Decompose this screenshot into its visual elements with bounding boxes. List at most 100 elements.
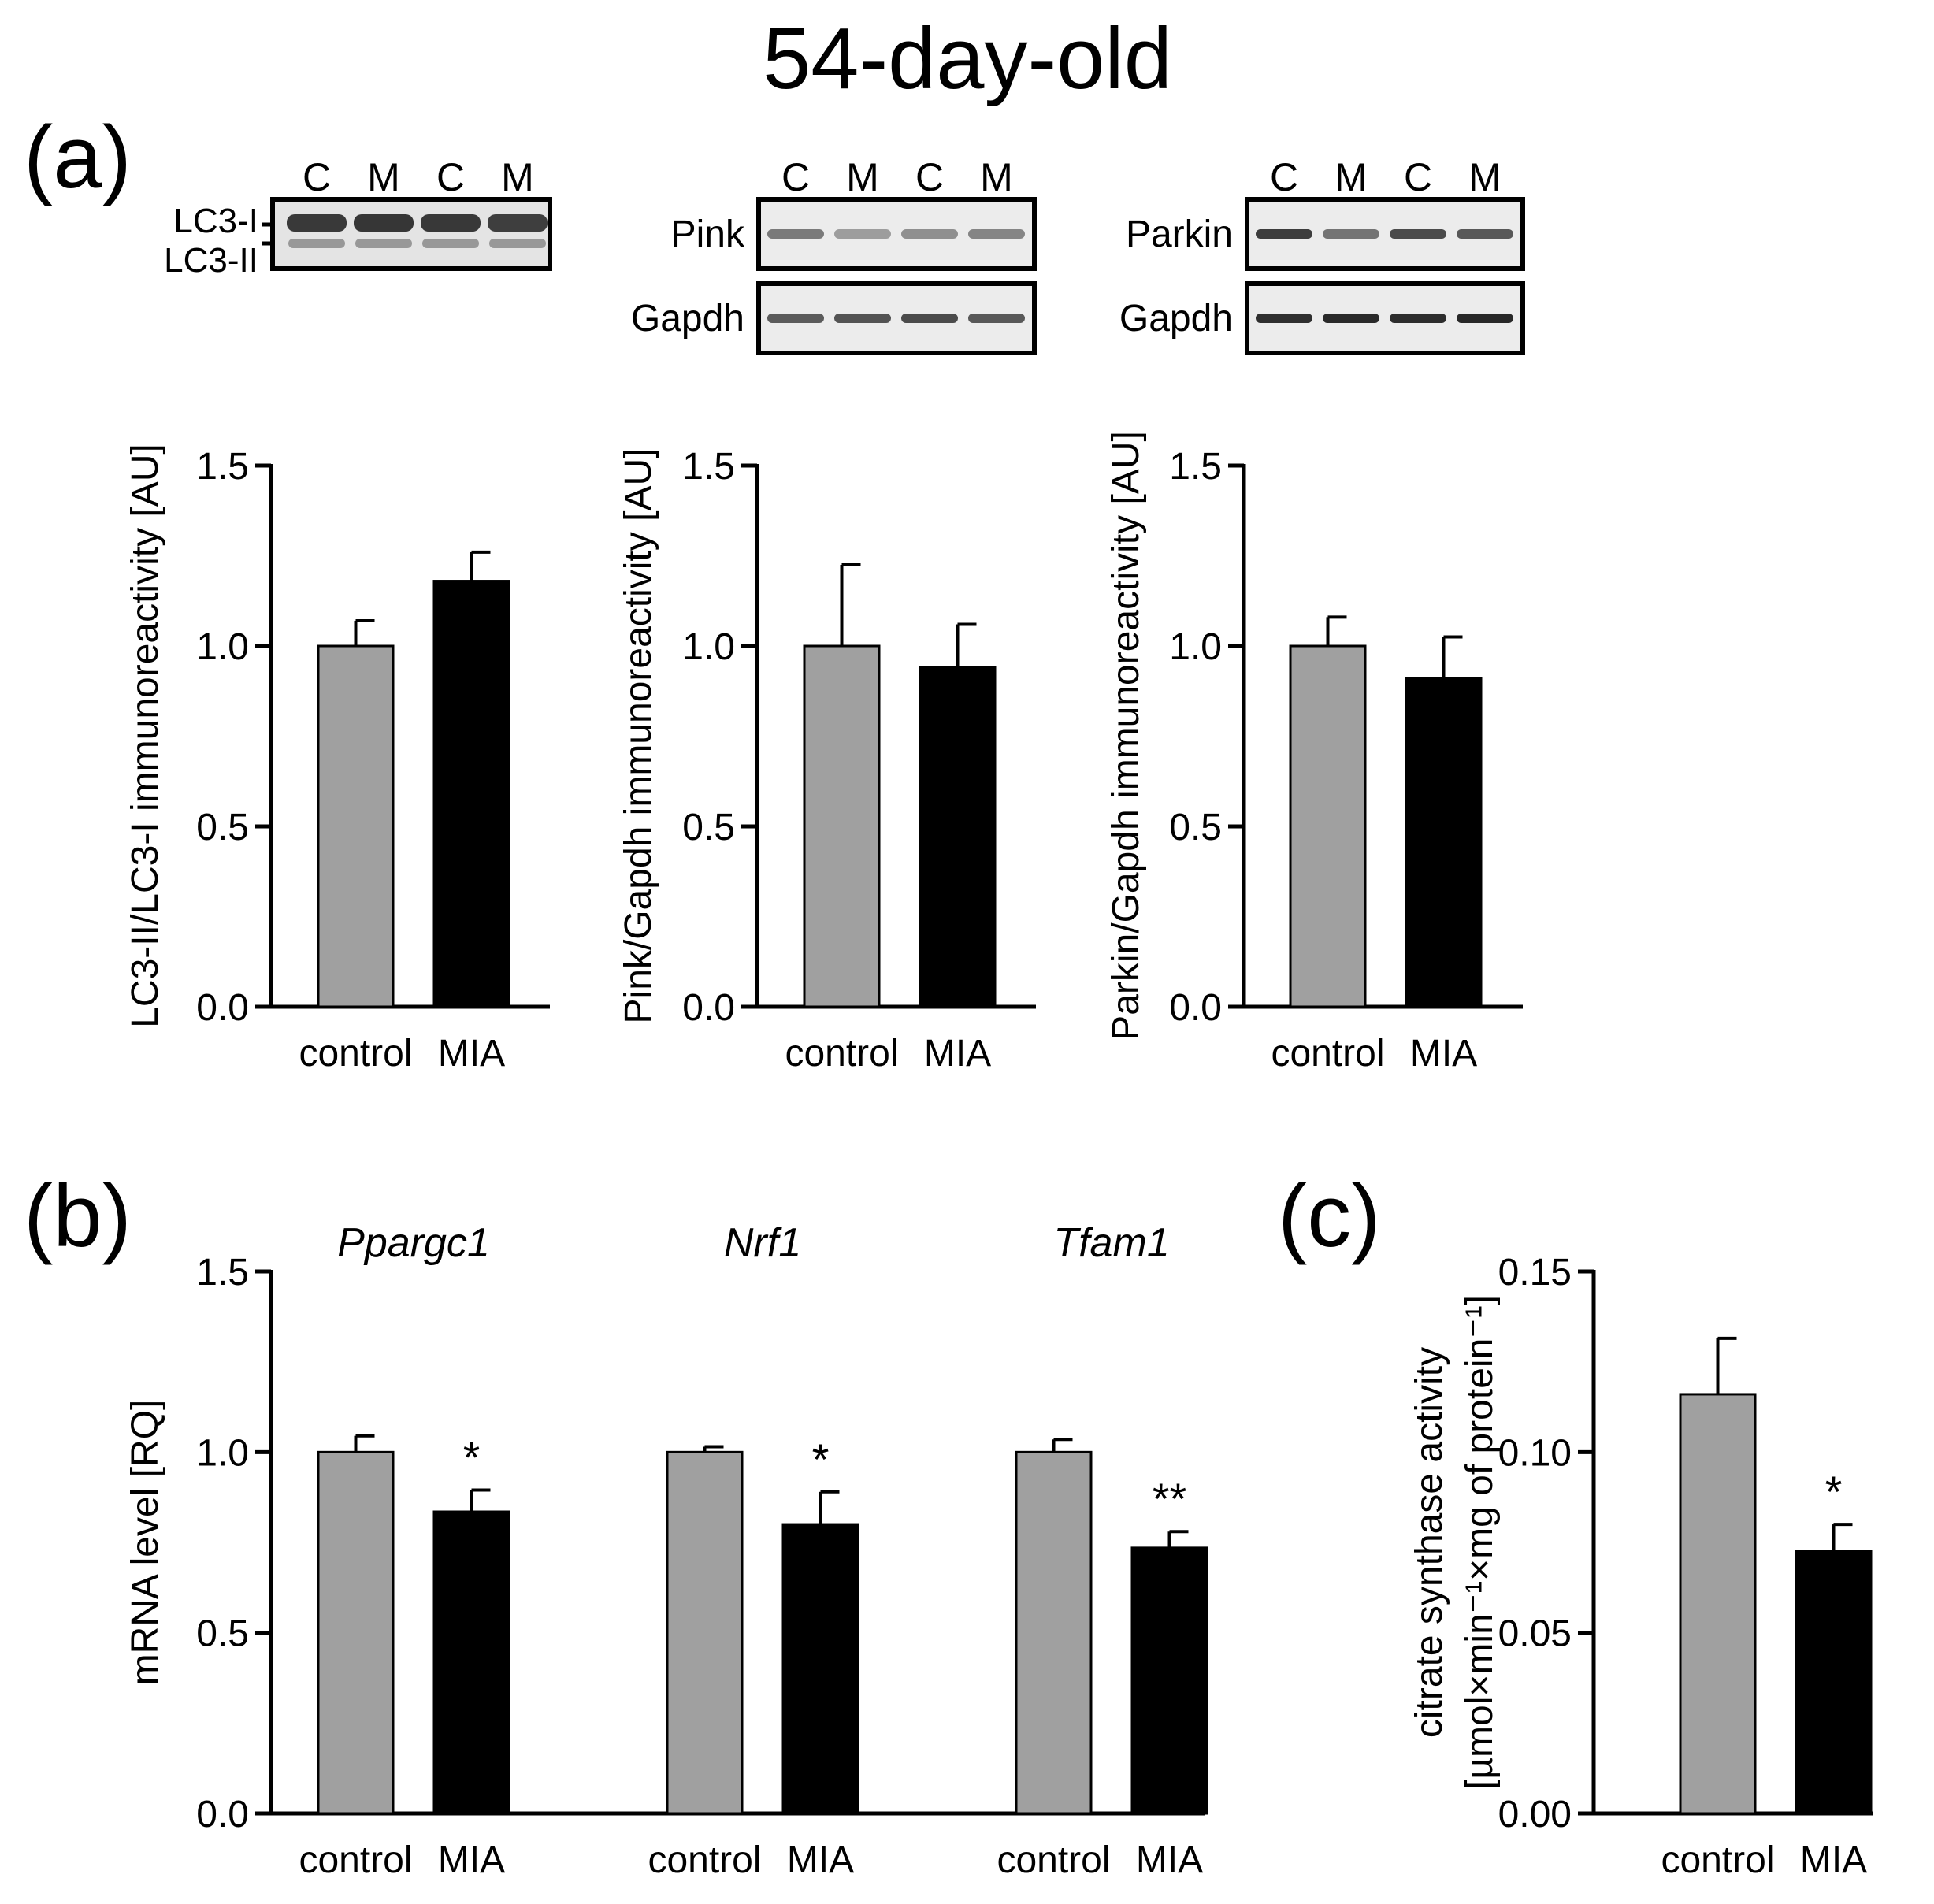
y-axis-label: LC3-II/LC3-I immunoreactivity [AU] — [124, 444, 166, 1028]
y-tick-label: 0.00 — [1498, 1794, 1572, 1835]
x-tick-label: control — [299, 1033, 412, 1074]
significance-mark: ** — [1153, 1474, 1187, 1524]
y-tick-label: 0.0 — [196, 1794, 249, 1835]
bar-control — [317, 1450, 395, 1815]
gene-label: Tfam1 — [1053, 1220, 1169, 1266]
y-tick-label: 1.0 — [1169, 626, 1222, 668]
y-tick-label: 0.5 — [1169, 807, 1222, 848]
blot-band — [968, 314, 1025, 323]
bar-mia — [432, 1510, 510, 1815]
blot-band — [767, 229, 824, 239]
x-tick-label: control — [1661, 1839, 1774, 1881]
chart-4: 0.0 0.5 1.0 1.5 mRNA level [RQ] Ppargc1 contro… — [124, 1220, 1208, 1881]
blot-band — [1390, 314, 1446, 323]
blot-band — [1390, 229, 1446, 239]
x-tick-label: control — [997, 1839, 1110, 1881]
blot-lane-label: C — [1270, 155, 1298, 199]
bar-control — [317, 644, 395, 1008]
bar-mia — [1130, 1546, 1208, 1815]
blot-row-label: Pink — [671, 213, 745, 255]
y-axis-label: Pink/Gapdh immunoreactivity [AU] — [618, 448, 659, 1024]
blot-band — [968, 229, 1025, 239]
y-tick-label: 0.0 — [196, 987, 249, 1029]
blot-band — [421, 214, 481, 232]
chart-1: 0.0 0.5 1.0 1.5 LC3-II/LC3-I immunoreactivit… — [124, 444, 550, 1074]
x-tick-label: control — [299, 1839, 412, 1881]
blot-band — [355, 239, 412, 248]
bar-mia — [919, 666, 997, 1008]
bar-control — [803, 644, 881, 1008]
blot-band — [1256, 314, 1312, 323]
blot-lane-label: M — [846, 155, 879, 199]
y-tick-label: 1.5 — [1169, 446, 1222, 488]
blot-band — [834, 314, 891, 323]
x-tick-label: control — [648, 1839, 761, 1881]
blot-band — [287, 214, 347, 232]
x-tick-label: MIA — [1410, 1033, 1477, 1074]
blot-lane-label: C — [1404, 155, 1432, 199]
figure-title: 54-day-old — [763, 10, 1172, 107]
y-tick-label: 1.5 — [196, 1252, 249, 1293]
x-tick-label: control — [1271, 1033, 1384, 1074]
panel-label-a: (a) — [24, 108, 132, 206]
y-tick-label: 1.0 — [682, 626, 735, 668]
significance-mark: * — [812, 1434, 830, 1484]
blot-row-label: Gapdh — [631, 298, 744, 340]
gene-label: Ppargc1 — [337, 1220, 490, 1266]
chart-5: 0.00 0.05 0.10 0.15 citrate synthase activit… — [1409, 1252, 1873, 1881]
panel-label-b: (b) — [24, 1167, 132, 1265]
bar-mia — [432, 580, 510, 1008]
x-tick-label: MIA — [787, 1839, 854, 1881]
blot-band — [834, 229, 891, 239]
blot-band — [489, 239, 546, 248]
blot-row-label: LC3-I — [173, 202, 258, 240]
blot-band — [422, 239, 479, 248]
blot-row-label: Gapdh — [1119, 298, 1233, 340]
y-axis-label: citrate synthase activity — [1409, 1347, 1450, 1738]
y-tick-label: 0.0 — [682, 987, 735, 1029]
bar-mia — [1405, 677, 1483, 1008]
blot-lane-label: C — [915, 155, 944, 199]
blot-band — [1323, 314, 1379, 323]
significance-mark: * — [463, 1432, 481, 1482]
x-tick-label: MIA — [438, 1033, 505, 1074]
bar-charts: 0.0 0.5 1.0 1.5 LC3-II/LC3-I immunoreactivit… — [124, 431, 1873, 1881]
blot-band — [1457, 229, 1513, 239]
blot-lane-label: C — [781, 155, 810, 199]
y-axis-label: Parkin/Gapdh immunoreactivity [AU] — [1105, 431, 1147, 1041]
blot-band — [288, 239, 345, 248]
y-tick-label: 0.10 — [1498, 1432, 1572, 1474]
panel-label-c: (c) — [1278, 1167, 1381, 1265]
bar-control — [1679, 1393, 1757, 1815]
y-axis-label: mRNA level [RQ] — [124, 1400, 166, 1686]
bar-control — [1289, 644, 1367, 1008]
y-tick-label: 0.5 — [196, 807, 249, 848]
y-tick-label: 0.0 — [1169, 987, 1222, 1029]
blot-band — [488, 214, 548, 232]
significance-mark: * — [1825, 1467, 1843, 1516]
x-tick-label: MIA — [438, 1839, 505, 1881]
blot-lane-label: C — [436, 155, 465, 199]
blot-row-label: LC3-II — [164, 241, 258, 280]
blot-lane-label: M — [1468, 155, 1502, 199]
gene-label: Nrf1 — [724, 1220, 801, 1266]
y-tick-label: 0.5 — [682, 807, 735, 848]
x-tick-label: MIA — [1800, 1839, 1867, 1881]
x-tick-label: MIA — [1136, 1839, 1203, 1881]
blot-band — [901, 229, 958, 239]
y-tick-label: 0.05 — [1498, 1613, 1572, 1655]
y-tick-label: 1.5 — [196, 446, 249, 488]
blot-band — [1457, 314, 1513, 323]
blot-lane-label: C — [303, 155, 331, 199]
x-tick-label: control — [785, 1033, 898, 1074]
y-tick-label: 0.5 — [196, 1613, 249, 1655]
y-tick-label: 1.0 — [196, 626, 249, 668]
blot-frame — [270, 197, 552, 271]
blot-band — [1323, 229, 1379, 239]
bar-control — [1015, 1450, 1093, 1815]
y-tick-label: 1.5 — [682, 446, 735, 488]
blot-lane-label: M — [367, 155, 400, 199]
